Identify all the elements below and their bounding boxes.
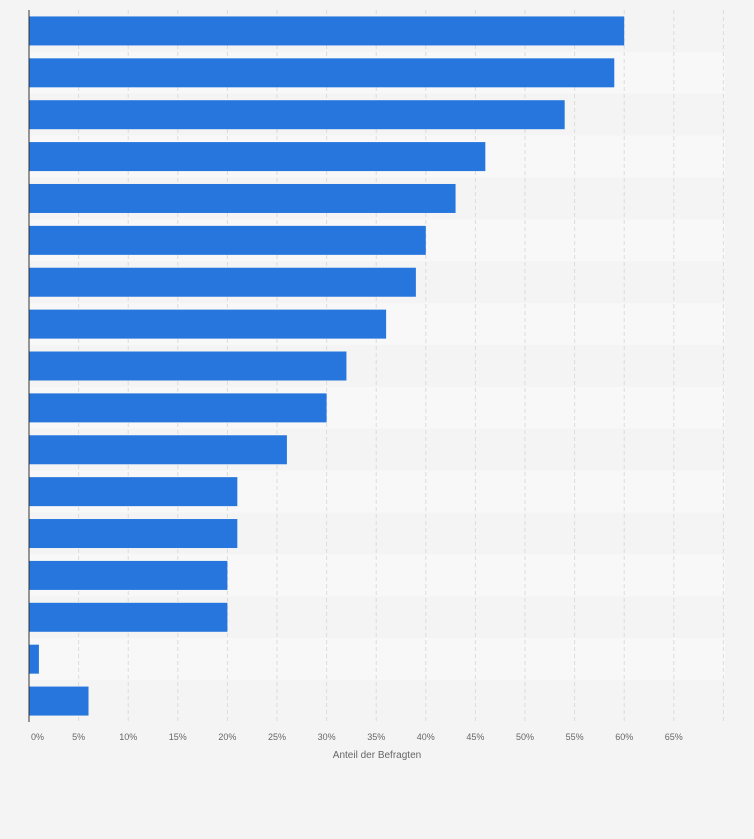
bar [29, 58, 615, 88]
x-tick-label: 35% [367, 732, 385, 742]
bar [29, 309, 387, 339]
x-tick-label: 45% [466, 732, 484, 742]
x-axis-title: Anteil der Befragten [333, 750, 421, 761]
bars [29, 16, 625, 716]
bar [29, 477, 238, 507]
x-tick-label: 50% [516, 732, 534, 742]
bar [29, 142, 486, 172]
x-tick-label: 0% [31, 732, 44, 742]
bar [29, 351, 347, 381]
x-tick-label: 65% [665, 732, 683, 742]
x-tick-label: 55% [566, 732, 584, 742]
bar [29, 644, 39, 674]
bar [29, 519, 238, 549]
bar [29, 225, 426, 255]
bar [29, 686, 89, 716]
row-band [29, 638, 725, 681]
bar [29, 183, 456, 213]
bar [29, 435, 287, 465]
x-tick-label: 30% [318, 732, 336, 742]
x-tick-label: 10% [119, 732, 137, 742]
x-tick-label: 25% [268, 732, 286, 742]
bar [29, 16, 625, 46]
x-axis-ticks: 0% 5% 10% 15% 20% 25% 30% 35% 40% 45% 50% 55% 60% 65% [31, 732, 683, 742]
bar [29, 267, 416, 297]
bar [29, 393, 327, 423]
bar [29, 560, 228, 590]
x-tick-label: 60% [615, 732, 633, 742]
x-tick-label: 5% [72, 732, 85, 742]
x-tick-label: 40% [417, 732, 435, 742]
row-band [29, 680, 725, 722]
x-tick-label: 15% [169, 732, 187, 742]
x-tick-label: 20% [218, 732, 236, 742]
bar [29, 100, 565, 130]
bar [29, 602, 228, 632]
